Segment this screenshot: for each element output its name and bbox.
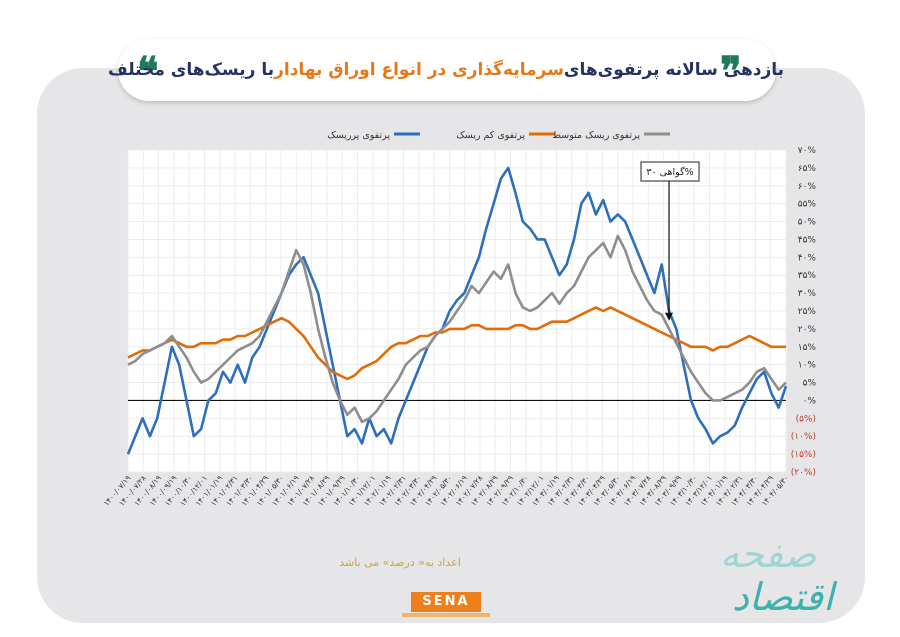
quote-left-icon: ❝ <box>137 48 159 95</box>
legend-label-0: پرتفوی پرریسک <box>327 130 390 141</box>
title-accent: سرمایه‌گذاری در انواع اوراق بهادار <box>274 60 564 80</box>
y-tick-label: ۶۰% <box>798 182 817 192</box>
line-chart: (۲۰%) (۱۵%) (۱۰%) (۵%) ۰% ۵% ۱۰% ۱۵% ۲۰% ۲۵% ۳۰% ۳۵… <box>102 130 817 508</box>
title-suffix: با ریسک‌های مختلف <box>107 60 275 80</box>
page-title: بازدهی سالانه پرتفوی‌های سرمایه‌گذاری در… <box>108 41 784 99</box>
title-bar <box>118 39 776 101</box>
y-tick-label: ۱۰% <box>798 361 817 371</box>
svg-text:اقتصاد: اقتصاد <box>732 575 838 619</box>
y-tick-label: (۱۰%) <box>791 432 816 442</box>
legend-label-2: پرتفوی ریسک متوسط <box>552 130 640 141</box>
series-line-2 <box>127 234 787 424</box>
sena-logo: SENA <box>411 592 481 612</box>
annotation-arrowhead <box>665 312 674 321</box>
legend-label-1: پرتفوی کم ریسک <box>456 130 525 141</box>
annotation-box <box>640 161 700 182</box>
y-tick-label: ۷۰% <box>798 146 817 156</box>
y-tick-label: ۵% <box>803 379 817 389</box>
title-prefix: بازدهی سالانه پرتفوی‌های <box>563 60 785 80</box>
y-tick-label: ۲۰% <box>798 325 817 335</box>
y-tick-label: ۲۵% <box>798 307 817 317</box>
quote-right-icon: ❞ <box>720 48 742 95</box>
y-tick-label: (۵%) <box>796 414 816 424</box>
y-tick-label: ۰% <box>803 396 817 406</box>
svg-text:صفحه: صفحه <box>720 532 817 576</box>
series-line-1 <box>127 306 786 381</box>
y-tick-label: ۳۰% <box>798 289 817 299</box>
y-tick-label: (۱۵%) <box>791 450 816 460</box>
units-note: اعداد به« درصد» می باشد <box>339 556 461 569</box>
y-tick-label: ۴۰% <box>798 253 817 263</box>
y-tick-label: ۵۰% <box>798 218 817 228</box>
annotation-label: گواهی ۳۰% <box>646 166 693 178</box>
y-tick-label: ۶۵% <box>798 164 817 174</box>
series-line-0 <box>126 166 788 455</box>
sena-logo-underline <box>402 613 490 617</box>
y-tick-label: ۱۵% <box>798 343 817 353</box>
y-tick-label: ۴۵% <box>798 235 817 245</box>
y-tick-label: ۵۵% <box>798 200 817 210</box>
y-tick-label: (۲۰%) <box>791 468 816 478</box>
watermark-logo: صفحه اقتصاد <box>720 532 838 619</box>
y-tick-label: ۳۵% <box>798 271 817 281</box>
